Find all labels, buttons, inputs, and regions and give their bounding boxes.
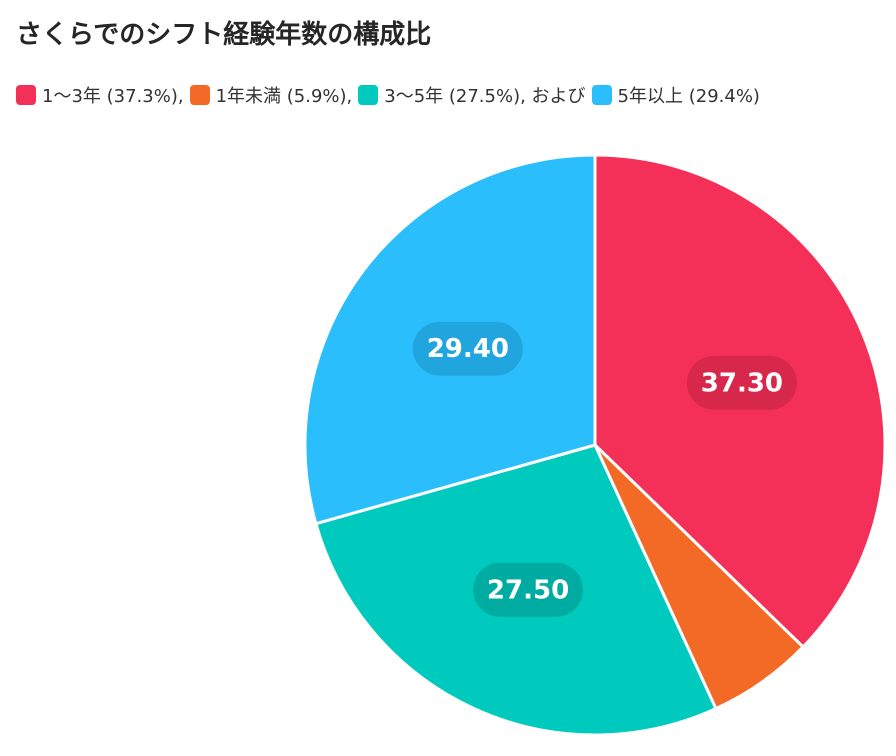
chart-title: さくらでのシフト経験年数の構成比	[16, 20, 432, 50]
legend-item-over-5-years[interactable]: 5年以上 (29.4%)	[591, 82, 760, 108]
legend-swatch-under-1-year	[189, 85, 210, 105]
legend-label-1-3-years: 1〜3年 (37.3%),	[42, 86, 184, 107]
pie-label-bg-3-5-years	[473, 562, 584, 617]
legend-item-1-3-years[interactable]: 1〜3年 (37.3%),	[16, 82, 184, 108]
pie-label-bg-over-5-years	[412, 321, 523, 376]
legend-item-under-1-year[interactable]: 1年未満 (5.9%),	[189, 82, 353, 108]
legend-swatch-3-5-years	[358, 85, 379, 105]
pie-label-over-5-years: 29.40	[427, 334, 509, 364]
legend-label-3-5-years: 3〜5年 (27.5%), および	[384, 86, 586, 107]
legend-label-under-1-year: 1年未満 (5.9%),	[215, 86, 353, 107]
legend: 1〜3年 (37.3%), 1年未満 (5.9%), 3〜5年 (27.5%),…	[16, 82, 766, 108]
legend-swatch-over-5-years	[591, 85, 612, 105]
pie-label-3-5-years: 27.50	[487, 575, 569, 605]
legend-swatch-1-3-years	[16, 85, 36, 105]
pie-label-bg-1-3-years	[686, 355, 797, 410]
legend-label-over-5-years: 5年以上 (29.4%)	[617, 86, 760, 107]
legend-item-3-5-years[interactable]: 3〜5年 (27.5%), および	[358, 82, 586, 108]
pie-label-1-3-years: 37.30	[701, 368, 783, 398]
